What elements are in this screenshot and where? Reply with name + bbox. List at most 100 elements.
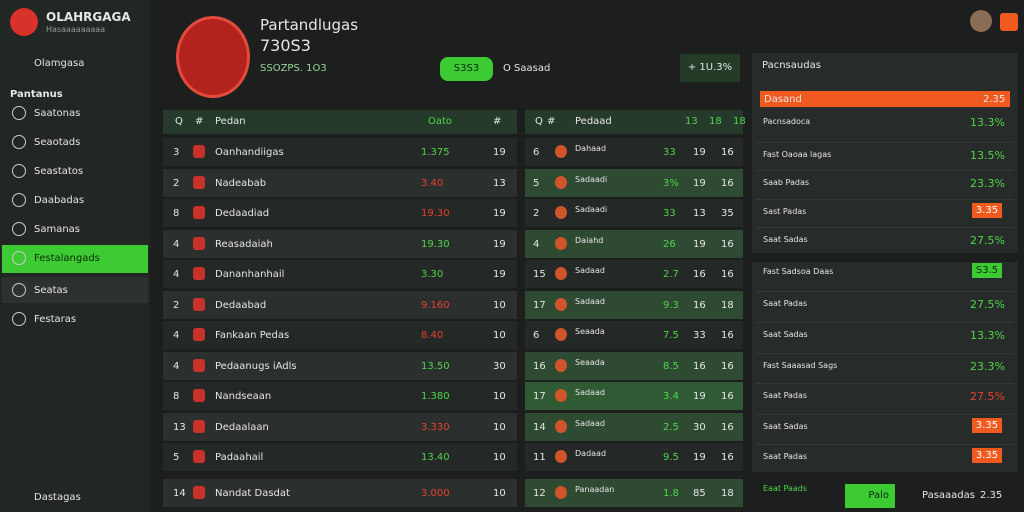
divider (756, 199, 1014, 200)
stat: 33 (663, 208, 676, 219)
stat: 33 (693, 330, 706, 341)
value: 3.40 (421, 177, 444, 189)
divider (756, 142, 1014, 143)
nav-item[interactable]: Seastatos (34, 166, 84, 177)
rank: 8 (173, 208, 180, 219)
team-icon (555, 297, 567, 311)
value: 19.30 (421, 238, 450, 250)
rank: 17 (533, 299, 546, 311)
panel-value: 13.3% (970, 116, 1005, 129)
stat: 13 (693, 208, 706, 219)
divider (756, 383, 1014, 384)
team-icon (193, 236, 205, 250)
team-icon (193, 145, 205, 158)
nav-icon (12, 135, 26, 149)
team-name: Seaada (575, 327, 605, 336)
table-row (163, 351, 517, 380)
nav-item[interactable]: Saatonas (34, 108, 81, 119)
value: 13.40 (421, 452, 450, 463)
team-name: Sadaadi (575, 205, 608, 214)
nav-item[interactable]: Festalangads (34, 253, 100, 264)
team-name: Reasadaiah (215, 238, 273, 250)
stat: 16 (721, 330, 734, 341)
team-icon (193, 450, 205, 463)
team-name: Padaahail (215, 452, 264, 463)
team-icon (193, 485, 205, 499)
brand-title: OLAHRGAGA (46, 10, 131, 24)
stat: 33 (663, 147, 676, 158)
panel-badge: 3.35 (972, 418, 1002, 433)
value: 1.380 (421, 391, 450, 402)
nav-item[interactable]: Seatas (34, 285, 68, 296)
panel-label: Saat Sadas (763, 330, 808, 339)
nav-item[interactable]: Daabadas (34, 195, 85, 206)
divider (756, 353, 1014, 354)
panel-label: Saat Padas (763, 391, 808, 400)
team-name: Nandseaan (215, 391, 272, 402)
panel-label: Saat Padas (763, 299, 808, 308)
nav-icon (12, 193, 26, 207)
stat: 18 (721, 299, 734, 311)
team-name: Sadaad (575, 388, 605, 397)
nav-icon (12, 251, 26, 265)
stat: 3.4 (663, 391, 679, 402)
panel-label: Pacnsadoca (763, 117, 811, 126)
panel-label: Saab Padas (763, 178, 810, 187)
header-number: 730S3 (260, 36, 311, 55)
table-row (163, 290, 517, 319)
column-header: # (493, 116, 502, 127)
panel-bar-label: Dasand (764, 94, 802, 105)
stat: 19 (693, 147, 706, 158)
nav-box (2, 277, 148, 303)
rank: 15 (533, 269, 546, 280)
stat: 19 (693, 238, 706, 250)
stat: 16 (721, 421, 734, 433)
nav-icon (12, 164, 26, 178)
panel-label: Fast Sadsoa Daas (763, 267, 834, 276)
count: 19 (493, 269, 506, 280)
team-name: Dahaad (575, 144, 607, 153)
nav-item[interactable]: Festaras (34, 314, 77, 325)
rank: 14 (533, 421, 546, 433)
team-name: Nadeabab (215, 177, 267, 189)
rank: 2 (533, 208, 540, 219)
sidebar-footer[interactable]: Dastagas (34, 492, 81, 503)
value: 19.30 (421, 208, 450, 219)
header-link[interactable]: O Saasad (503, 63, 551, 74)
team-name: Dedaalaan (215, 421, 269, 433)
footer-button[interactable]: Palo (845, 484, 895, 508)
table-row (163, 168, 517, 197)
value: 3.000 (421, 487, 450, 499)
panel-value: 27.5% (970, 390, 1005, 403)
stat: 7.5 (663, 330, 679, 341)
column-header: Pedaad (575, 116, 612, 127)
avatar[interactable] (970, 10, 992, 32)
table-row (163, 382, 517, 410)
sidebar-top[interactable]: Olamgasa (34, 58, 85, 69)
count: 10 (493, 299, 506, 311)
menu-button[interactable] (1000, 13, 1018, 31)
team-name: Sadaad (575, 418, 605, 428)
rank: 4 (173, 238, 180, 250)
header-button[interactable]: S3S3 (440, 57, 493, 81)
stat: 16 (721, 391, 734, 402)
rank: 13 (173, 421, 186, 433)
count: 10 (493, 452, 506, 463)
stat: 19 (693, 391, 706, 402)
nav-item[interactable]: Seaotads (34, 137, 81, 148)
nav-icon (12, 312, 26, 326)
panel-label: Fast Saaasad Sags (763, 361, 838, 370)
panel-badge: S3.5 (972, 263, 1002, 278)
nav-item[interactable]: Samanas (34, 224, 81, 235)
panel-value: 27.5% (970, 234, 1005, 247)
stat: 19 (693, 452, 706, 463)
nav-icon (12, 106, 26, 120)
panel-bar (760, 91, 1010, 107)
value: 1.375 (421, 147, 450, 158)
divider (756, 170, 1014, 171)
team-name: Pedaanugs iAdls (215, 360, 297, 372)
team-name: Panaadan (575, 484, 615, 494)
team-icon (193, 175, 205, 189)
team-icon (555, 175, 567, 189)
